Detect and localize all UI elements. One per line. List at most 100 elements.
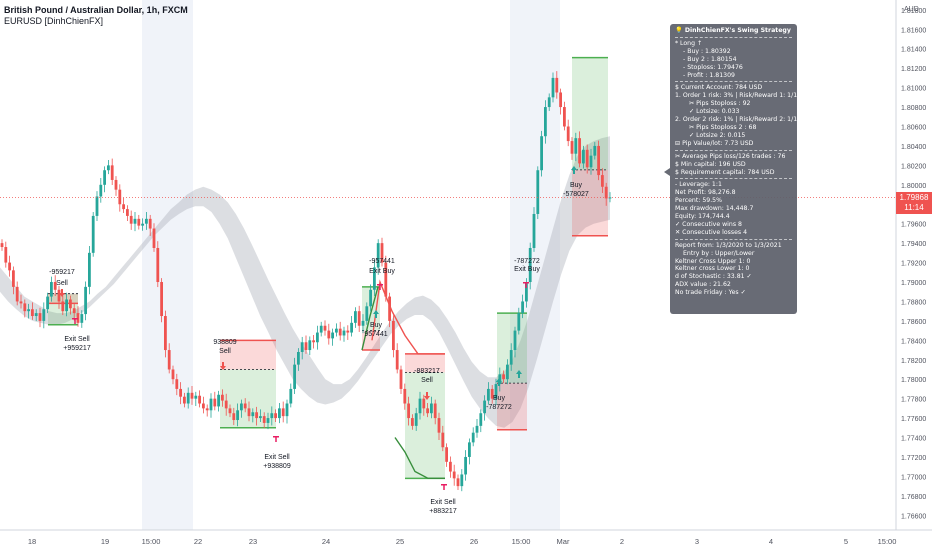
candle xyxy=(274,409,277,422)
x-tick-label: 26 xyxy=(470,537,478,546)
y-tick-label: 1.80800 xyxy=(901,105,926,112)
symbol-title: British Pound / Australian Dollar, 1h, F… xyxy=(4,5,188,15)
buy-arrow-icon xyxy=(373,310,379,318)
candle xyxy=(114,176,118,196)
candle xyxy=(392,315,395,358)
panel-line: ✓ Lotsize: 0.033 xyxy=(689,108,740,116)
candle xyxy=(494,378,498,405)
candle xyxy=(437,412,441,441)
exit-value-label: 957441 xyxy=(364,331,387,338)
entry-side-label: Sell xyxy=(56,280,68,287)
panel-line: Max drawdown: 14,448.7 xyxy=(675,205,754,213)
candle xyxy=(12,266,15,295)
bar-countdown: 11:14 xyxy=(904,202,924,212)
candle xyxy=(88,246,91,295)
candle xyxy=(270,406,274,426)
candle xyxy=(430,396,433,419)
y-tick-label: 1.79200 xyxy=(901,261,926,268)
candle xyxy=(574,132,578,162)
candle xyxy=(350,316,353,337)
y-tick-label: 1.77600 xyxy=(901,416,926,423)
candle xyxy=(65,292,68,317)
candle xyxy=(308,336,312,356)
candle xyxy=(118,184,122,212)
candle xyxy=(563,101,566,131)
y-tick-label: 1.77200 xyxy=(901,455,926,462)
candle xyxy=(103,166,106,193)
candle xyxy=(240,399,243,418)
candle xyxy=(479,409,483,433)
takeprofit-zone xyxy=(497,313,527,384)
candle xyxy=(247,401,251,422)
panel-line: $ Requirement capital: 784 USD xyxy=(675,168,775,176)
panel-pointer xyxy=(664,168,670,176)
exit-marker-icon xyxy=(74,318,76,324)
candle xyxy=(91,212,95,257)
candle xyxy=(578,131,581,168)
exit-label: Exit Buy xyxy=(514,266,540,273)
sell-arrow-icon xyxy=(424,392,430,400)
candle xyxy=(76,306,80,327)
candle xyxy=(213,391,217,411)
candle xyxy=(388,292,391,328)
panel-line: - Buy : 1.80392 xyxy=(683,47,731,55)
x-tick-label: 18 xyxy=(28,537,36,546)
candle xyxy=(57,285,61,309)
candle xyxy=(449,456,452,478)
candle xyxy=(487,382,490,405)
candle xyxy=(217,390,220,412)
panel-line: No trade Friday : Yes ✓ xyxy=(675,289,746,297)
panel-line: ✓ Lotsize 2: 0.015 xyxy=(689,131,746,139)
candle xyxy=(202,396,205,414)
candle xyxy=(441,425,445,452)
x-tick-label: 15:00 xyxy=(878,537,897,546)
candle xyxy=(319,321,323,337)
candle xyxy=(99,178,103,203)
candle xyxy=(285,399,289,424)
y-tick-label: 1.80400 xyxy=(901,144,926,151)
candle xyxy=(547,93,551,111)
y-tick-label: 1.77400 xyxy=(901,436,926,443)
candle xyxy=(160,278,163,323)
candle xyxy=(555,71,559,99)
x-tick-label: 22 xyxy=(194,537,202,546)
y-tick-label: 1.79400 xyxy=(901,241,926,248)
candle xyxy=(528,242,532,290)
x-tick-label: 3 xyxy=(695,537,699,546)
trade-labels: -959217 Sell Exit Sell +959217 938809 Sell Exi… xyxy=(49,166,589,515)
candle xyxy=(395,343,399,374)
candle xyxy=(232,407,236,426)
candle xyxy=(289,383,293,408)
candle xyxy=(164,310,167,358)
candle xyxy=(38,307,42,328)
exit-label: Exit Buy xyxy=(369,268,395,275)
candle xyxy=(80,310,84,328)
candle xyxy=(365,302,369,325)
candle xyxy=(133,212,137,232)
x-tick-label: 25 xyxy=(396,537,404,546)
candle xyxy=(209,393,213,418)
x-tick-label: 4 xyxy=(769,537,773,546)
y-tick-label: 1.78400 xyxy=(901,338,926,345)
candle xyxy=(122,197,125,213)
trailing-stop-line xyxy=(371,279,445,355)
candle xyxy=(342,326,346,342)
candle xyxy=(107,160,110,175)
exit-value-label: +938809 xyxy=(263,463,291,470)
candle xyxy=(331,328,334,346)
currency-label: AUD xyxy=(904,6,919,13)
sell-arrow-icon xyxy=(220,362,226,370)
candle xyxy=(61,296,65,316)
entry-id-label: -787272 xyxy=(486,404,512,411)
exit-marker-icon xyxy=(275,436,277,442)
stoploss-zone xyxy=(405,353,445,373)
candle xyxy=(183,392,186,408)
sell-arrow-icon xyxy=(59,289,65,297)
exit-label: Exit Sell xyxy=(430,499,456,506)
candle xyxy=(418,391,422,420)
candle xyxy=(369,284,372,312)
candle xyxy=(179,382,182,405)
candle xyxy=(141,218,144,231)
y-tick-label: 1.77000 xyxy=(901,474,926,481)
